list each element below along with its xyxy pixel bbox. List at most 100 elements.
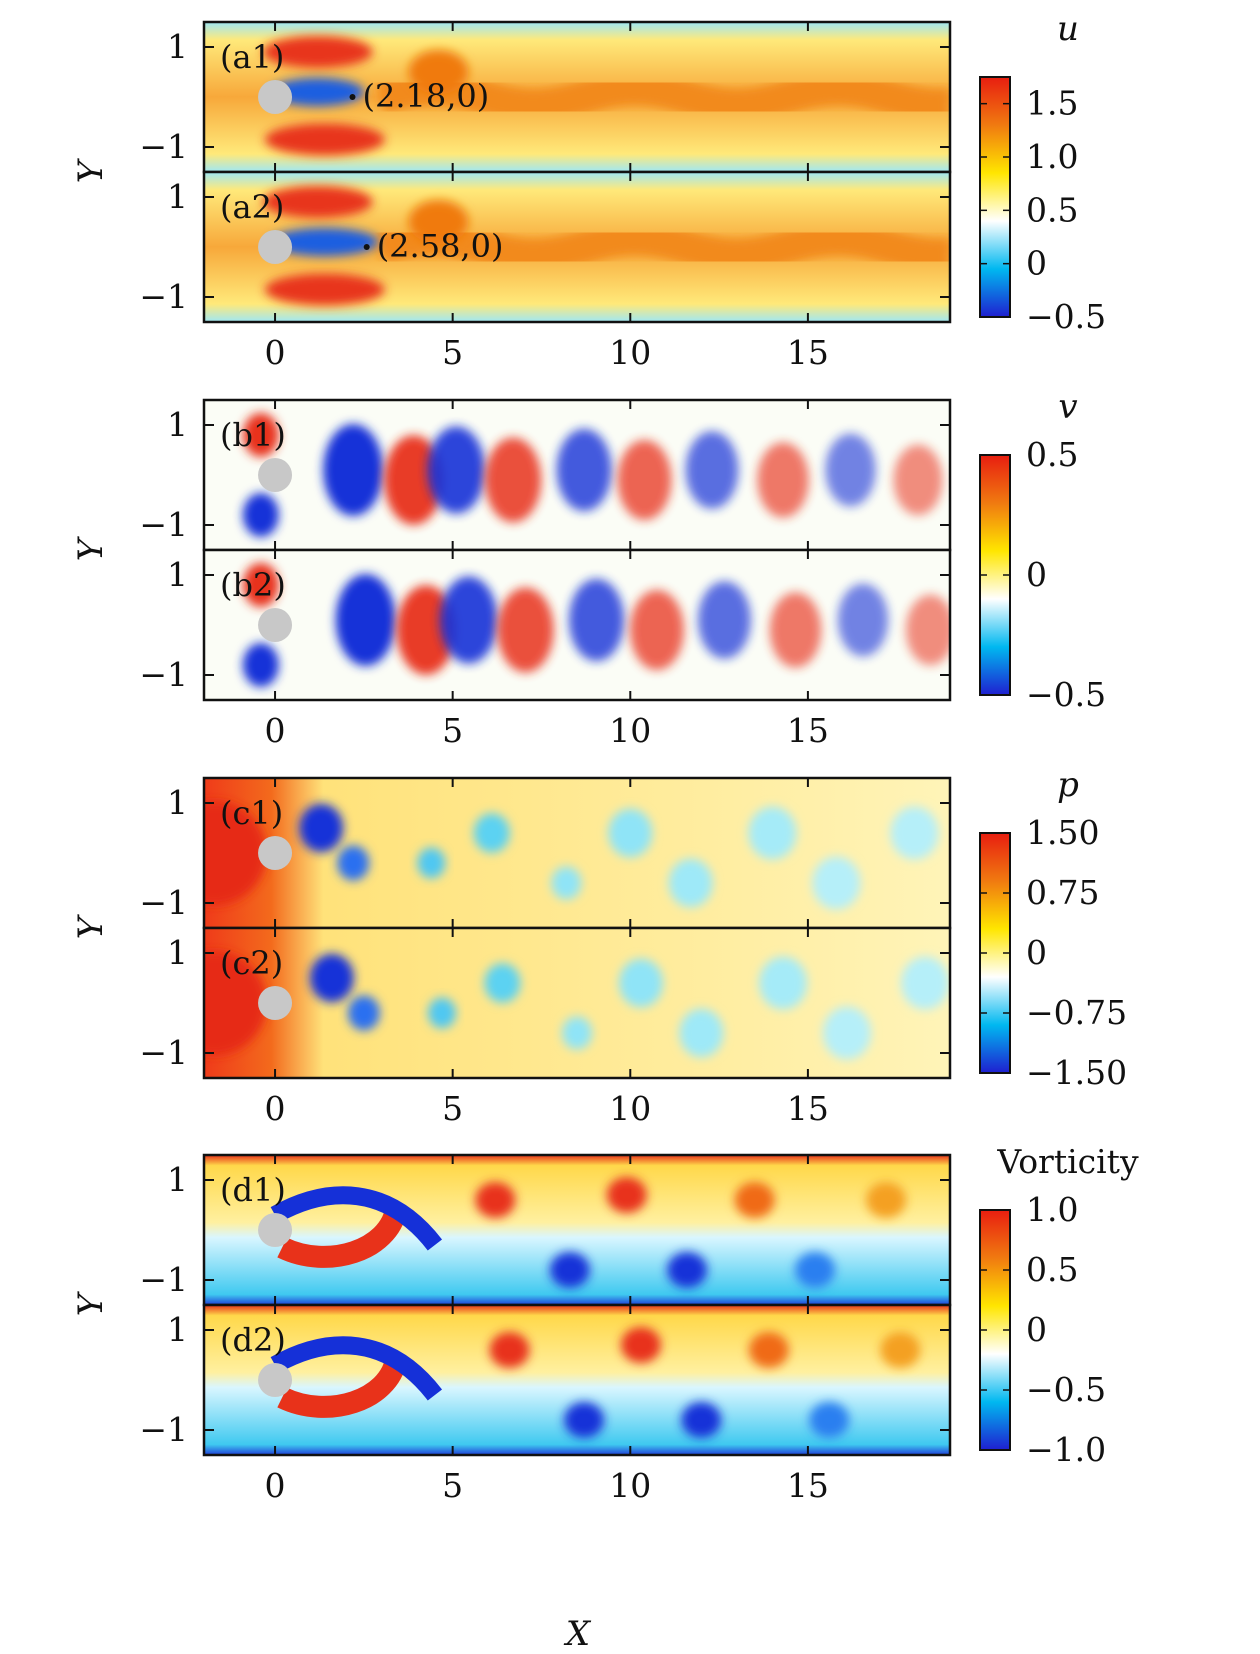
negative-vortex [667,1252,708,1288]
field-map [204,550,950,700]
y-tick-label: −1 [139,1410,188,1449]
field-group-p: 1 −1 (c1) 1 −1 (c2) 0 5 10 15 Y 1.50 0.75 0 −0.75 −1.50… [71,765,1127,1128]
negative-lobe [837,583,889,657]
annotation-label: (2.18,0) [362,77,489,115]
pressure-vortex [562,1016,592,1050]
colorbar-tick-label: 0 [1026,933,1047,972]
pressure-vortex [759,956,808,1010]
x-axis-title: X [563,1614,592,1654]
negative-lobe [825,433,876,507]
panel-label: (a2) [220,188,284,226]
colorbar-tick-label: 0 [1026,244,1047,283]
panel-label: (b1) [220,416,286,454]
pressure-vortex [679,1008,724,1058]
x-tick-label: 0 [265,1089,286,1128]
negative-vortex [681,1402,722,1438]
wake-core [377,220,950,274]
positive-shear-layer [277,1207,407,1268]
pressure-vortex [551,866,582,900]
field-background [204,928,950,1078]
plot-panel: 1 −1 (c2) [139,926,952,1080]
negative-lobe [242,493,279,537]
y-tick-label: 1 [167,1310,188,1349]
annotation-label: (2.58,0) [377,227,504,265]
y-tick-label: 1 [167,783,188,822]
x-tick-label: 10 [609,1089,651,1128]
x-tick-label: 5 [442,1466,463,1505]
annotation-point [363,244,370,250]
colorbar-tick-label: 0 [1026,555,1047,594]
positive-vortex [620,1327,661,1363]
panel-label: (c2) [220,944,283,982]
colorbar: 0.5 0 −0.5 v [979,387,1106,714]
colorbar-title: Vorticity [996,1142,1139,1181]
cylinder [258,80,293,114]
shear-layer [264,273,385,306]
y-axis-title: Y [71,535,111,561]
colorbar-gradient [979,76,1011,318]
y-axis-title: Y [71,1290,111,1316]
annotation-point [349,94,356,100]
x-tick-label: 0 [265,711,286,750]
pressure-vortex [347,995,380,1031]
y-tick-label: −1 [139,277,188,316]
colorbar-tick-label: 1.0 [1026,137,1078,176]
field-group-u: 1 −1 (a1) (2.18,0) 1 −1 (a2) (2.58,0) 0 5 10 15 Y 1.5… [71,9,1106,372]
positive-lobe [769,592,822,668]
pressure-vortex [473,813,510,853]
y-tick-label: −1 [139,505,188,544]
field-map [204,22,950,172]
negative-lobe [698,581,751,659]
positive-lobe [242,563,279,607]
y-axis-title: Y [71,157,111,183]
y-tick-label: 1 [167,27,188,66]
colorbar-tick-label: −0.5 [1026,1370,1106,1409]
negative-lobe [335,574,396,666]
panel-frame [202,548,952,702]
negative-vortex [795,1252,836,1288]
positive-vortex [880,1332,921,1368]
positive-lobe [905,594,950,666]
positive-vortex [606,1177,647,1213]
colorbar-title: p [1057,765,1079,805]
negative-lobe [685,431,739,509]
pressure-vortex [309,953,354,1003]
y-tick-label: 1 [167,555,188,594]
field-map [204,778,950,928]
plot-panel: 1 −1 (d1) [139,1153,952,1307]
positive-lobe [617,440,672,520]
colorbar-tick-label: −0.75 [1026,993,1127,1032]
colorbar-tick-label: 1.5 [1026,84,1078,123]
positive-vortex [734,1182,775,1218]
y-axis-title: Y [71,913,111,939]
colorbar-tick-label: −1.0 [1026,1430,1106,1469]
negative-lobe [323,424,384,516]
negative-vortex [564,1402,605,1438]
positive-lobe [757,442,809,518]
negative-lobe [439,576,498,664]
cylinder [258,986,293,1020]
panel-label: (d2) [220,1321,286,1359]
recirculation-zone [270,78,365,106]
y-tick-label: 1 [167,1160,188,1199]
negative-shear-layer [270,1336,443,1401]
y-tick-label: 1 [167,933,188,972]
panel-label: (c1) [220,794,283,832]
panel-label: (d1) [220,1171,286,1209]
field-map [204,928,950,1078]
x-tick-label: 15 [787,333,829,372]
negative-lobe [427,426,486,514]
negative-shear-layer [270,1186,443,1251]
colorbar: 1.50 0.75 0 −0.75 −1.50 p [979,765,1127,1092]
shear-layer [262,186,373,218]
cylinder [258,1213,293,1247]
pressure-vortex [417,847,446,879]
colorbar-tick-label: 0.5 [1026,435,1078,474]
colorbar-tick-label: −0.5 [1026,297,1106,336]
colorbar-title: v [1058,387,1077,427]
field-map [204,1155,950,1305]
y-tick-label: −1 [139,655,188,694]
stagnation-zone [204,951,267,1055]
plot-panel: 1 −1 (c1) [139,776,952,930]
field-group-vorticity: 1 −1 (d1) 1 −1 (d2) 0 5 10 15 Y 1.0 0.5 0 −0.5 −1.0 Vort… [71,1142,1139,1505]
